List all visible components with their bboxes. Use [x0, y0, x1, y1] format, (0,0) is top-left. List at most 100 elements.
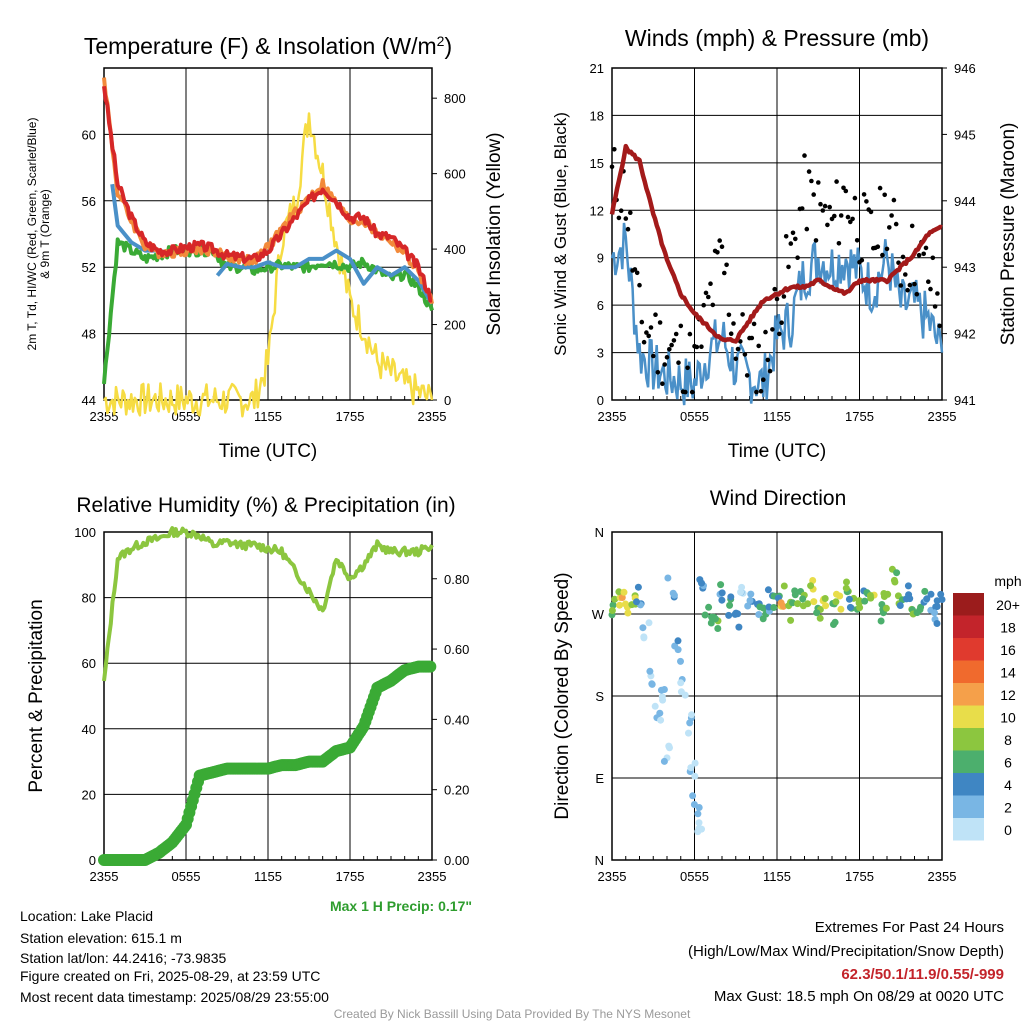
x-tick-label: 0555	[172, 869, 201, 884]
direction-point	[685, 729, 692, 737]
legend-label: 0	[1004, 822, 1012, 838]
gust-point	[685, 365, 690, 371]
legend-label: 8	[1004, 732, 1012, 748]
gust-point	[623, 216, 629, 221]
y-tick-label: W	[592, 607, 605, 622]
created-text: Figure created on Fri, 2025-08-29, at 23…	[20, 968, 321, 984]
elevation-text: Station elevation: 615.1 m	[20, 930, 182, 946]
direction-point	[710, 613, 718, 621]
y-tick-label: N	[595, 525, 604, 540]
gust-point	[912, 281, 917, 287]
gust-point	[641, 339, 647, 345]
direction-point	[725, 611, 733, 619]
gust-point	[673, 331, 679, 337]
gust-point	[891, 197, 897, 203]
direction-point	[861, 597, 869, 605]
direction-point	[689, 792, 697, 800]
direction-point	[747, 590, 755, 598]
direction-point	[727, 593, 735, 601]
direction-point	[656, 709, 664, 717]
y2-tick-label: 0.00	[444, 853, 469, 868]
gust-point	[733, 356, 739, 362]
gust-point	[804, 226, 810, 232]
gust-point	[859, 257, 865, 263]
y-axis-label: Sonic Wind & Gust (Blue, Black)	[551, 112, 570, 356]
gust-point	[843, 188, 849, 194]
gust-point	[648, 325, 654, 330]
x-tick-label: 2355	[928, 409, 957, 424]
gust-point	[694, 344, 700, 350]
y-tick-label: 100	[74, 525, 96, 540]
direction-point	[622, 600, 629, 608]
y2-tick-label: 800	[444, 91, 466, 106]
direction-point	[726, 601, 734, 609]
legend-swatch	[953, 683, 984, 706]
gust-point	[772, 286, 777, 292]
direction-point	[666, 744, 673, 752]
legend-title: mph	[994, 573, 1021, 589]
direction-point	[787, 616, 795, 624]
gust-point	[735, 346, 741, 352]
direction-point	[755, 611, 763, 618]
gust-point	[639, 319, 645, 325]
gust-point	[706, 294, 711, 300]
direction-point	[843, 578, 850, 586]
direction-point	[645, 619, 653, 627]
gust-point	[928, 286, 933, 292]
gust-point	[726, 312, 732, 318]
legend-swatch	[953, 705, 984, 728]
gust-point	[724, 262, 729, 268]
direction-point	[845, 595, 853, 603]
direction-point	[893, 569, 901, 577]
gust-point	[662, 362, 667, 367]
gust-point	[767, 368, 773, 374]
direction-point	[648, 680, 656, 688]
direction-point	[810, 598, 818, 606]
gust-point	[754, 389, 759, 395]
direction-point	[821, 595, 829, 602]
y-tick-label: 20	[82, 787, 96, 802]
legend-label: 18	[1000, 620, 1016, 636]
gust-point	[914, 291, 920, 297]
x-tick-label: 0555	[680, 869, 709, 884]
y-tick-label: 0	[597, 393, 604, 408]
gust-point	[715, 250, 720, 255]
x-tick-label: 1755	[845, 869, 874, 884]
direction-point	[674, 637, 682, 645]
extremes-values: 62.3/50.1/11.9/0.55/-999	[841, 966, 1004, 983]
direction-point	[657, 716, 665, 724]
gust-point	[699, 344, 704, 350]
x-tick-label: 2355	[598, 869, 627, 884]
direction-point	[813, 609, 821, 617]
direction-point	[634, 583, 642, 591]
direction-point	[938, 596, 946, 603]
plot-frame	[611, 531, 943, 861]
gust-point	[816, 180, 821, 185]
gust-point	[905, 287, 910, 293]
direction-point	[718, 589, 726, 597]
gust-point	[683, 389, 688, 395]
recent-data-text: Most recent data timestamp: 2025/08/29 2…	[20, 989, 329, 1005]
y2-tick-label: 945	[954, 127, 976, 142]
gust-point	[877, 185, 883, 191]
direction-point	[831, 618, 839, 626]
legend-label: 10	[1000, 710, 1016, 726]
y-axis-label: Percent & Precipitation	[26, 599, 47, 792]
precip-point	[424, 660, 437, 673]
x-axis-label: Time (UTC)	[728, 441, 827, 462]
y2-tick-label: 944	[954, 194, 976, 209]
direction-point	[677, 688, 685, 696]
gust-point	[751, 321, 757, 327]
legend-label: 12	[1000, 687, 1016, 703]
gust-point	[838, 213, 844, 218]
legend-swatch	[953, 818, 984, 841]
gust-point	[646, 333, 651, 339]
series-line-blue-1	[215, 248, 434, 305]
gust-point	[717, 238, 722, 243]
gust-point	[744, 373, 750, 378]
direction-point	[660, 757, 668, 765]
x-tick-label: 2355	[928, 869, 957, 884]
gust-point	[758, 388, 764, 394]
y2-tick-label: 0.40	[444, 712, 469, 727]
gust-point	[669, 342, 674, 348]
